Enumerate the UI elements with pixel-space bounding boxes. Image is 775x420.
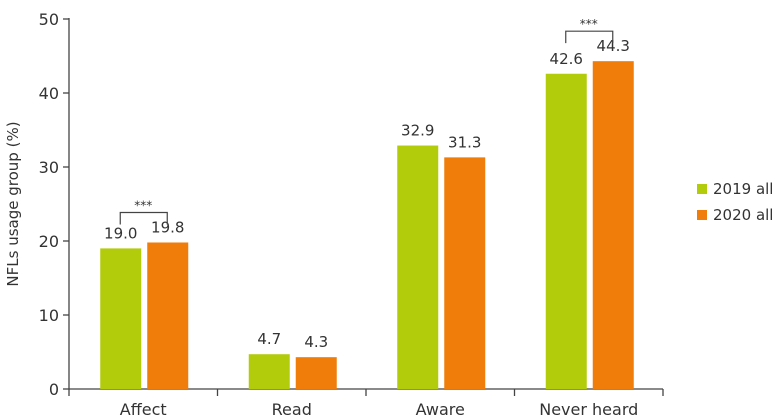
bar-2019: [545, 73, 587, 389]
bar-2020: [295, 357, 337, 389]
bar-2019: [397, 145, 439, 389]
data-label: 19.8: [151, 218, 184, 236]
y-tick-label: 10: [39, 306, 59, 325]
legend-label: 2019 all: [713, 180, 773, 198]
bar-2020: [444, 157, 486, 389]
legend-label: 2020 all: [713, 206, 773, 224]
bar-2020: [592, 61, 634, 390]
data-label: 31.3: [448, 133, 481, 151]
data-label: 19.0: [104, 224, 137, 242]
bar-2019: [248, 354, 290, 389]
y-tick-label: 40: [39, 84, 59, 103]
data-label: 4.3: [304, 333, 328, 351]
bar-2019: [100, 248, 142, 389]
data-label: 32.9: [401, 122, 434, 140]
bar-2020: [147, 242, 189, 389]
data-label: 42.6: [550, 50, 583, 68]
significance-label: ***: [580, 17, 598, 31]
x-tick-label: Affect: [120, 400, 167, 419]
y-tick-label: 20: [39, 232, 59, 251]
significance-label: ***: [134, 198, 152, 212]
legend-swatch: [697, 184, 707, 194]
x-tick-label: Read: [272, 400, 312, 419]
y-tick-label: 50: [39, 10, 59, 29]
data-label: 44.3: [597, 37, 630, 55]
significance-bracket: [119, 211, 168, 225]
legend-swatch: [697, 210, 707, 220]
x-tick-label: Aware: [416, 400, 465, 419]
y-axis-label: NFLs usage group (%): [4, 121, 22, 286]
significance-bracket: [565, 30, 614, 44]
y-tick-label: 0: [49, 380, 59, 399]
data-label: 4.7: [257, 330, 281, 348]
x-tick-label: Never heard: [539, 400, 638, 419]
y-tick-label: 30: [39, 158, 59, 177]
